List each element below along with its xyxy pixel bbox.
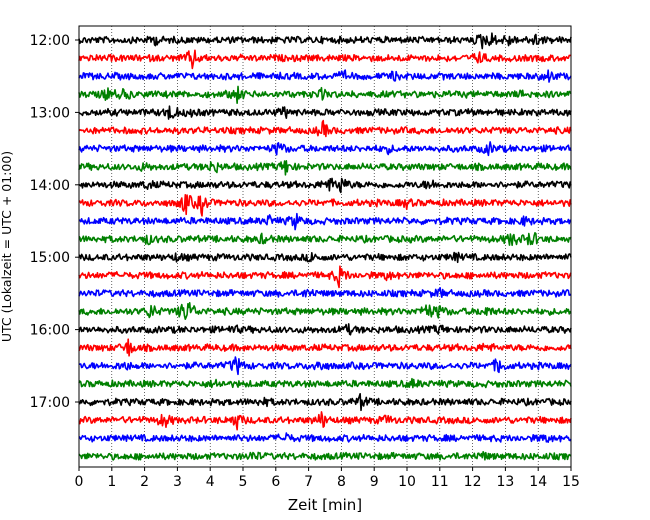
y-tick-label: 17:00 (30, 395, 70, 411)
x-tick-label: 4 (206, 474, 215, 490)
x-tick-label: 0 (75, 474, 84, 490)
trace-1300 (78, 105, 572, 120)
trace-1745 (78, 451, 572, 461)
y-axis-label: UTC (Lokalzeit = UTC + 01:00) (0, 151, 14, 342)
y-tick-label: 13:00 (30, 105, 70, 121)
y-tick-label: 12:00 (30, 33, 70, 49)
x-tick-label: 3 (173, 474, 182, 490)
trace-1645 (78, 377, 572, 389)
trace-1615 (78, 338, 572, 357)
trace-1215 (78, 49, 572, 70)
x-tick-label: 7 (304, 474, 313, 490)
trace-1430 (78, 212, 572, 231)
trace-1715 (78, 411, 572, 431)
y-tick-label: 16:00 (30, 323, 70, 339)
trace-1545 (78, 301, 572, 320)
trace-1415 (78, 194, 572, 217)
y-tick-label: 14:00 (30, 178, 70, 194)
trace-1600 (78, 323, 572, 336)
trace-1200 (78, 32, 572, 50)
trace-1330 (78, 141, 572, 157)
trace-1445 (78, 231, 572, 247)
x-axis-label: Zeit [min] (288, 496, 362, 514)
trace-1630 (78, 356, 572, 376)
y-axis: 12:00 13:00 14:00 15:00 16:00 17:00 (30, 33, 79, 411)
x-tick-label: 10 (398, 474, 416, 490)
trace-1400 (78, 177, 572, 194)
plot-area (79, 26, 571, 467)
x-tick-label: 11 (431, 474, 449, 490)
x-tick-label: 6 (271, 474, 280, 490)
plot-frame (78, 25, 572, 468)
x-tick-label: 15 (562, 474, 580, 490)
y-tick-label: 15:00 (30, 250, 70, 266)
trace-1500 (78, 251, 572, 264)
trace-1530 (78, 286, 572, 298)
x-tick-label: 5 (239, 474, 248, 490)
trace-1515 (78, 265, 572, 289)
x-tick-label: 8 (337, 474, 346, 490)
x-tick-label: 2 (140, 474, 149, 490)
trace-1700 (78, 392, 572, 412)
x-axis: 0 1 2 3 4 5 6 7 8 9 10 11 12 13 14 15 (75, 467, 580, 490)
x-tick-label: 14 (529, 474, 547, 490)
trace-1315 (78, 119, 572, 138)
x-tick-label: 9 (370, 474, 379, 490)
trace-1345 (78, 160, 572, 176)
seismic-traces (78, 32, 572, 461)
trace-1245 (78, 85, 572, 105)
trace-1230 (78, 69, 572, 83)
x-tick-label: 13 (496, 474, 514, 490)
trace-1730 (78, 432, 572, 443)
x-tick-label: 1 (107, 474, 116, 490)
x-tick-label: 12 (464, 474, 482, 490)
